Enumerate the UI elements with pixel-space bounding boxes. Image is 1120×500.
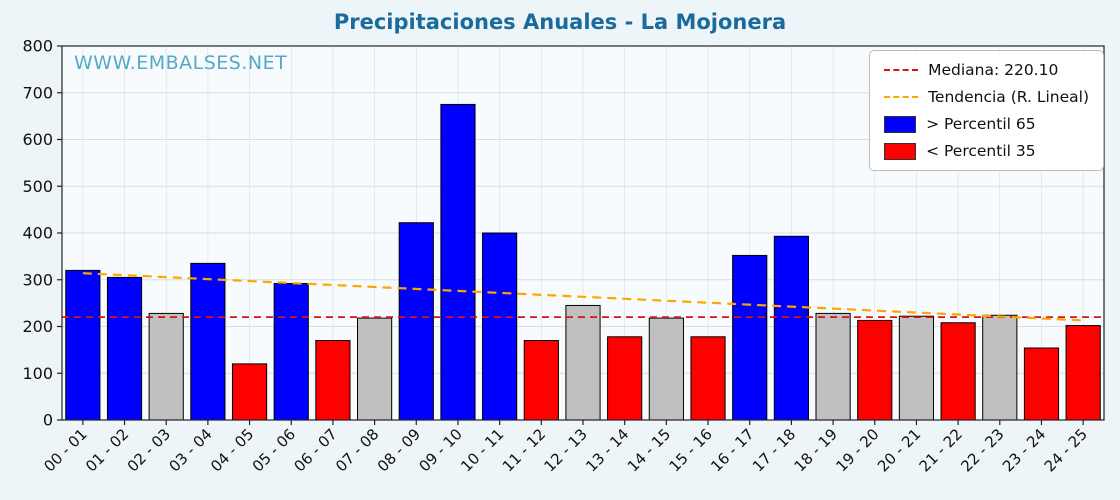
x-tick-label: 11 - 12 (499, 425, 549, 475)
x-tick-label: 08 - 09 (374, 425, 424, 475)
bar-02-03 (148, 312, 184, 421)
p35-swatch (884, 142, 917, 160)
bar-10-11 (482, 232, 518, 421)
y-tick-label: 100 (22, 364, 53, 383)
bar-12-13 (565, 304, 601, 421)
bar-14-15 (648, 317, 684, 421)
x-tick-label: 10 - 11 (457, 425, 507, 475)
bar-18-19 (815, 312, 851, 421)
bar-09-10 (440, 103, 476, 421)
x-tick-label: 19 - 20 (832, 425, 882, 475)
legend-item-median: Mediana: 220.10 (884, 61, 1089, 79)
x-tick-label: 21 - 22 (916, 425, 966, 475)
x-tick-label: 20 - 21 (874, 425, 924, 475)
y-tick-label: 200 (22, 317, 53, 336)
y-tick-label: 700 (22, 83, 53, 102)
y-tick-label: 600 (22, 130, 53, 149)
legend-item-trend: Tendencia (R. Lineal) (884, 88, 1089, 106)
bar-00-01 (65, 269, 101, 421)
y-tick-label: 300 (22, 270, 53, 289)
legend-item-p35: < Percentil 35 (884, 142, 1089, 160)
x-tick-label: 00 - 01 (40, 425, 90, 475)
x-tick-label: 06 - 07 (290, 425, 340, 475)
x-tick-label: 22 - 23 (957, 425, 1007, 475)
bar-07-08 (357, 317, 393, 421)
x-tick-label: 14 - 15 (624, 425, 674, 475)
bar-19-20 (857, 319, 893, 421)
bar-21-22 (940, 322, 976, 421)
bar-01-02 (106, 276, 143, 421)
x-tick-label: 23 - 24 (999, 425, 1049, 475)
bar-24-25 (1065, 325, 1101, 421)
bar-05-06 (273, 282, 309, 421)
trend-line (82, 272, 1084, 322)
bar-04-05 (231, 363, 268, 421)
bar-17-18 (773, 235, 809, 421)
bar-13-14 (607, 336, 643, 421)
x-tick-label: 15 - 16 (666, 425, 716, 475)
x-tick-label: 02 - 03 (124, 425, 174, 475)
x-tick-label: 01 - 02 (82, 425, 132, 475)
x-tick-label: 17 - 18 (749, 425, 799, 475)
legend-trend-label: Tendencia (R. Lineal) (928, 88, 1089, 106)
bar-23-24 (1023, 347, 1060, 421)
median-line-sample (884, 69, 919, 71)
legend: Mediana: 220.10 Tendencia (R. Lineal) > … (869, 50, 1104, 171)
bar-06-07 (315, 340, 351, 421)
legend-p65-label: > Percentil 65 (926, 115, 1036, 133)
p65-swatch (884, 115, 917, 133)
bar-11-12 (523, 340, 559, 421)
bar-03-04 (190, 262, 226, 421)
legend-item-p65: > Percentil 65 (884, 115, 1089, 133)
x-tick-label: 04 - 05 (207, 425, 257, 475)
y-tick-label: 400 (22, 224, 53, 243)
bar-15-16 (690, 336, 726, 421)
bar-16-17 (732, 254, 768, 421)
x-tick-label: 18 - 19 (791, 425, 841, 475)
x-tick-label: 12 - 13 (541, 425, 591, 475)
y-tick-label: 500 (22, 177, 53, 196)
trend-line-sample (884, 96, 919, 98)
x-tick-label: 09 - 10 (415, 425, 465, 475)
legend-median-label: Mediana: 220.10 (928, 61, 1059, 79)
bar-22-23 (982, 314, 1018, 421)
x-tick-label: 07 - 08 (332, 425, 382, 475)
y-tick-label: 0 (43, 411, 53, 430)
x-tick-label: 03 - 04 (165, 425, 215, 475)
bar-08-09 (398, 222, 434, 421)
bar-20-21 (898, 315, 935, 421)
chart-title: Precipitaciones Anuales - La Mojonera (333, 10, 787, 34)
x-tick-label: 24 - 25 (1041, 425, 1091, 475)
legend-p35-label: < Percentil 35 (926, 142, 1036, 160)
x-tick-label: 13 - 14 (582, 425, 632, 475)
x-tick-label: 16 - 17 (707, 425, 757, 475)
y-tick-label: 800 (22, 37, 53, 56)
x-tick-label: 05 - 06 (249, 425, 299, 475)
